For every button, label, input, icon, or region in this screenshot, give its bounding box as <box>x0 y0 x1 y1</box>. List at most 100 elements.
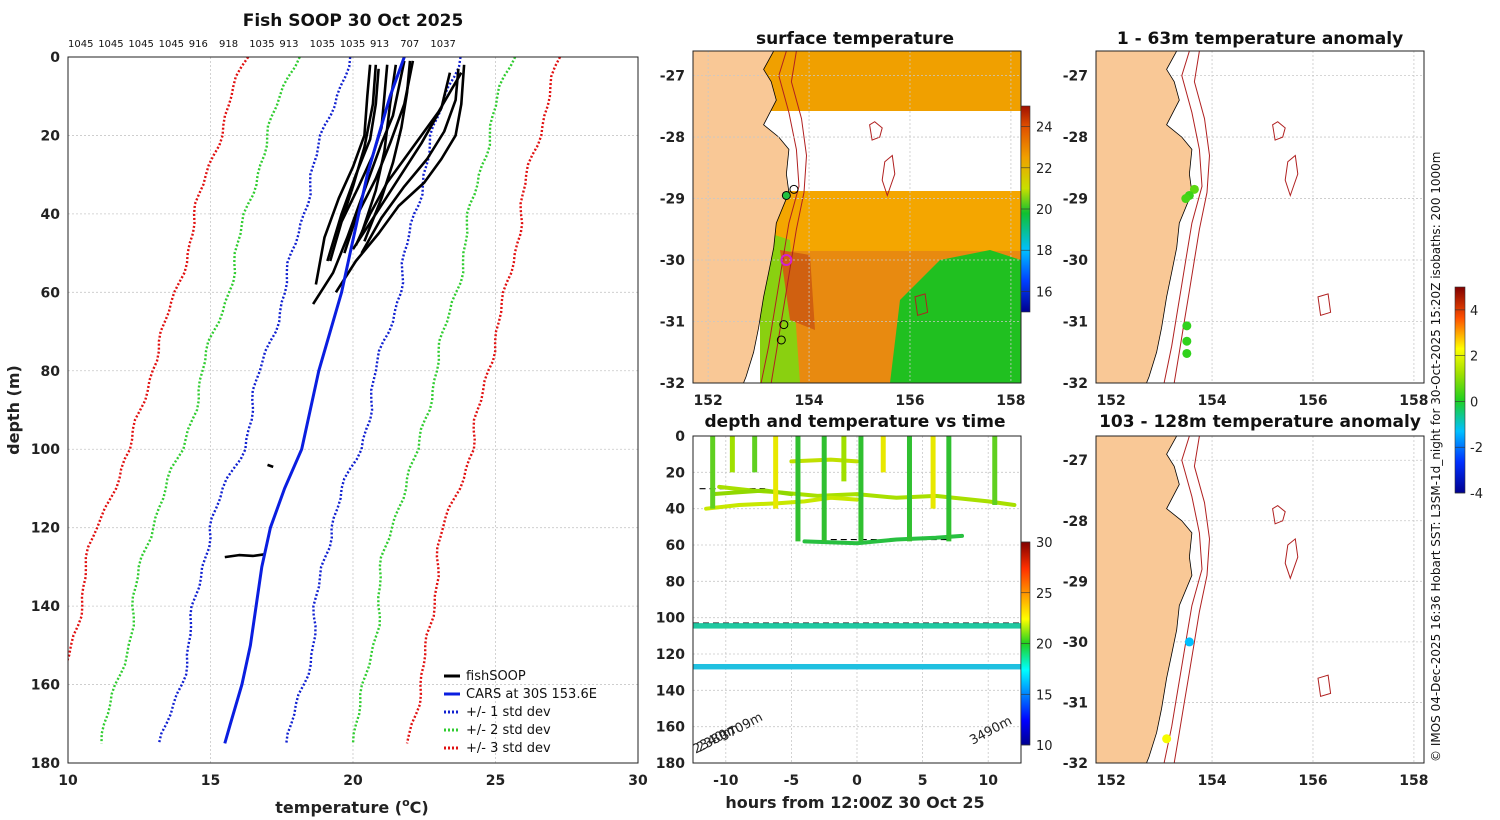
sst-marker <box>789 184 799 194</box>
profile-top-label: 1045 <box>68 39 93 50</box>
anom-shallow-panel: 1 - 63m temperature anomaly 152 154 156 158… <box>1063 29 1429 409</box>
sst-seamount <box>869 121 883 141</box>
timeseries-xtick: -5 <box>784 773 800 789</box>
anom-shallow-ticks: 152 154 156 158 -27 -28 -29 -30 -31 -32 <box>1063 69 1429 409</box>
profile-xtick: 10 <box>58 773 78 789</box>
legend-sd1: +/- 1 std dev <box>466 705 551 720</box>
timeseries-ytick: 160 <box>656 720 685 736</box>
profile-top-label: 1045 <box>128 39 153 50</box>
anom-deep-points <box>1162 637 1194 744</box>
anom-deep-axes-frame <box>1095 435 1425 764</box>
profile-fish-cast <box>224 553 265 559</box>
profile-grid <box>67 56 639 764</box>
profile-ytick: 60 <box>41 285 61 301</box>
anom-deep-panel: 103 - 128m temperature anomaly 152 154 156… <box>1063 412 1429 789</box>
sst-ticks: 152 154 156 158 -27 -28 -29 -30 -31 -32 <box>660 69 1026 409</box>
profile-legend: fishSOOP CARS at 30S 153.6E +/- 1 std de… <box>444 669 597 756</box>
profile-ticks: 10 15 20 25 30 0 20 40 60 80 100 120 140 160 180 <box>31 50 648 789</box>
anom-shallow-point <box>1182 348 1192 358</box>
profile-top-label: 913 <box>370 39 389 50</box>
sst-colorbar-label: 24 <box>1036 121 1053 136</box>
sst-isobaths <box>760 51 929 383</box>
sst-ytick: -32 <box>660 376 685 392</box>
anom-colorbar-label: 0 <box>1470 395 1478 410</box>
anom-deep-ytick: -30 <box>1063 635 1089 651</box>
timeseries-track <box>802 533 964 546</box>
profile-ytick: 140 <box>31 599 60 615</box>
profile-xtick: 20 <box>343 773 363 789</box>
timeseries-xtick: 5 <box>918 773 928 789</box>
sst-grid <box>693 51 1021 383</box>
timeseries-track <box>704 495 859 511</box>
legend-fish: fishSOOP <box>466 669 526 684</box>
profile-top-label: 1037 <box>430 39 455 50</box>
profile-xtick: 25 <box>486 773 505 789</box>
anom-shallow-xtick: 156 <box>1298 393 1327 409</box>
sst-field <box>760 51 1021 383</box>
anom-shallow-points <box>1181 184 1199 358</box>
timeseries-xtick: -10 <box>713 773 739 789</box>
profile-top-label: 918 <box>219 39 238 50</box>
profile-fish-cast <box>326 68 380 262</box>
profile-top-label: 913 <box>279 39 298 50</box>
sst-field-north <box>760 51 1021 111</box>
profile-std-dev-lines <box>68 57 562 744</box>
sst-colorbar-label: 22 <box>1036 162 1053 177</box>
anom-shallow-ytick: -31 <box>1063 315 1088 331</box>
anom-deep-ytick: -29 <box>1063 574 1088 590</box>
anom-deep-xtick: 158 <box>1399 773 1428 789</box>
sst-eac-core <box>780 250 815 330</box>
anom-deep-land <box>1096 436 1193 763</box>
anom-colorbar-label: 2 <box>1470 350 1478 365</box>
sst-markers <box>776 184 799 345</box>
profile-top-labels: 1045 1045 1045 1045 916 918 1035 913 1035 1035 913… <box>68 39 456 50</box>
timeseries-ytick: 0 <box>675 429 685 445</box>
profile-top-label: 1045 <box>159 39 184 50</box>
anom-shallow-seamount <box>1272 121 1286 141</box>
anom-shallow-ytick: -29 <box>1063 192 1088 208</box>
profile-ytick: 20 <box>41 128 61 144</box>
sst-seamount <box>881 154 896 198</box>
profile-ytick: 40 <box>41 207 61 223</box>
profile-xtick: 30 <box>628 773 648 789</box>
anom-shallow-axes-frame <box>1095 50 1425 384</box>
anom-deep-isobaths <box>1163 436 1332 763</box>
profile-panel: Fish SOOP 30 Oct 2025 1045 1045 1045 1045 91… <box>4 11 648 817</box>
legend-sd3: +/- 3 std dev <box>466 741 551 756</box>
anom-colorbar-ticks: -4 -2 0 2 4 <box>1455 304 1483 502</box>
timeseries-ytick: 140 <box>656 683 685 699</box>
anom-deep-xtick: 152 <box>1097 773 1126 789</box>
sst-colorbar-label: 20 <box>1036 203 1053 218</box>
profile-ytick: 120 <box>31 521 60 537</box>
anom-shallow-ytick: -32 <box>1063 376 1088 392</box>
anom-shallow-seamount <box>1317 293 1332 317</box>
credit-text: © IMOS 04-Dec-2025 16:36 Hobart SST: L3S… <box>1429 152 1443 763</box>
timeseries-panel: depth and temperature vs time 2340m2380m… <box>656 412 1053 812</box>
timeseries-points <box>693 436 1021 670</box>
anom-shallow-xtick: 154 <box>1197 393 1226 409</box>
anom-shallow-point <box>1181 194 1191 204</box>
profile-axes-frame <box>67 56 639 764</box>
profile-fish-cast <box>343 60 415 254</box>
timeseries-bottom-label: 3490m <box>967 714 1014 749</box>
anom-shallow-isobaths <box>1163 51 1332 383</box>
sst-xtick: 154 <box>794 393 823 409</box>
anom-deep-point <box>1162 734 1172 744</box>
profile-top-label: 1035 <box>340 39 365 50</box>
profile-top-label: 1045 <box>98 39 123 50</box>
sst-ytick: -28 <box>660 130 685 146</box>
profile-fish-cast <box>312 60 406 305</box>
anom-shallow-xtick: 152 <box>1097 393 1126 409</box>
sst-xtick: 152 <box>694 393 723 409</box>
sst-ytick: -31 <box>660 315 685 331</box>
profile-title: Fish SOOP 30 Oct 2025 <box>243 11 464 31</box>
timeseries-colorbar-label: 25 <box>1036 587 1053 602</box>
sst-panel: surface temperature 152 154 156 158 -27 -28 -2… <box>660 29 1053 409</box>
profile-top-label: 707 <box>400 39 419 50</box>
anom-shallow-ytick: -28 <box>1063 130 1088 146</box>
timeseries-colorbar-label: 30 <box>1036 536 1053 551</box>
sst-xtick: 156 <box>895 393 924 409</box>
anom-colorbar-label: 4 <box>1470 304 1478 319</box>
